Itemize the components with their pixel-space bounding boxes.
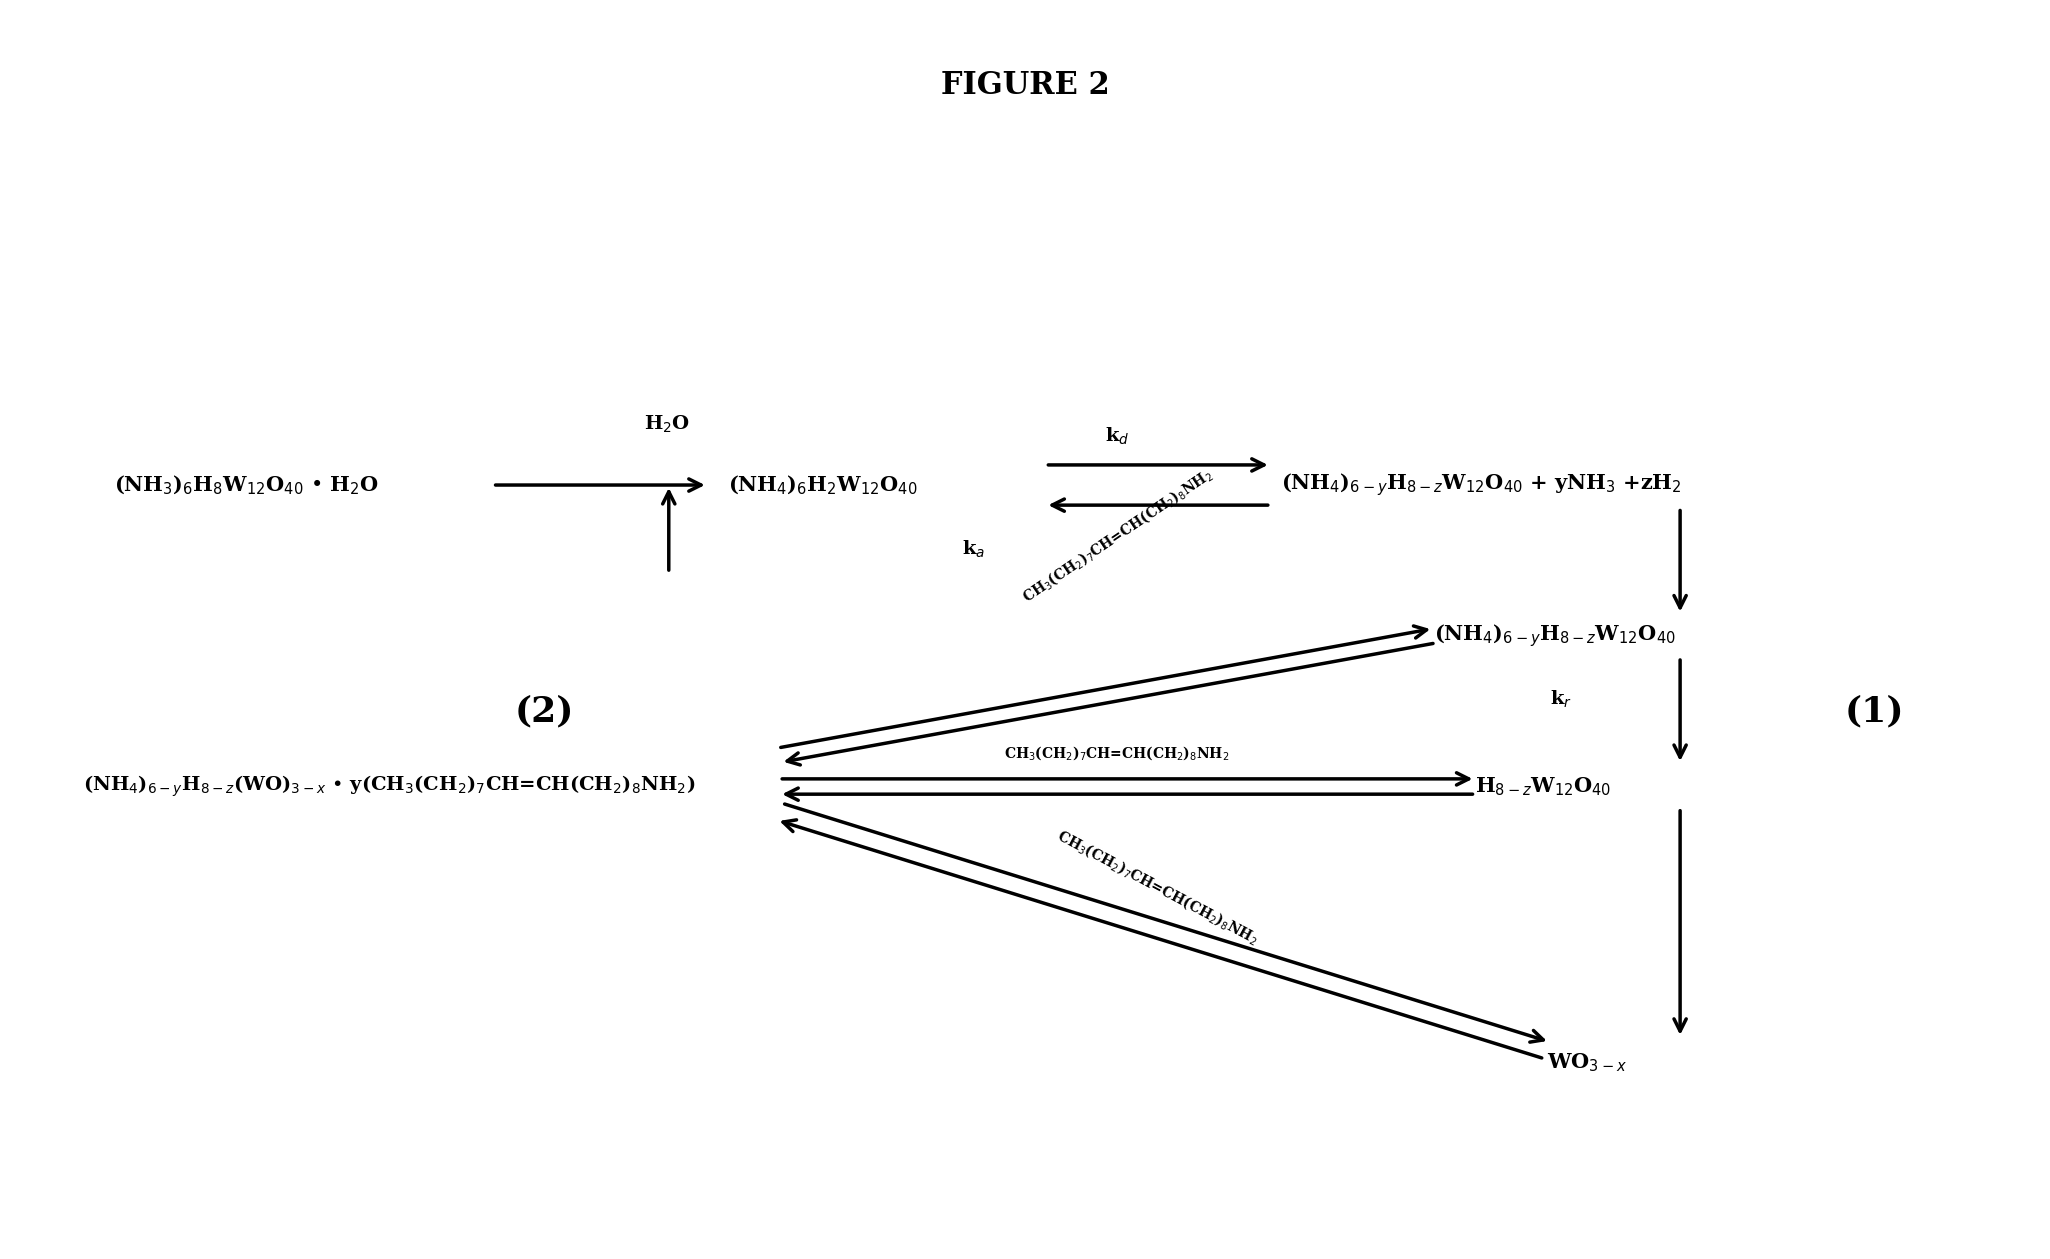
Text: k$_a$: k$_a$: [961, 539, 986, 560]
Text: (2): (2): [515, 694, 574, 728]
Text: FIGURE 2: FIGURE 2: [941, 71, 1109, 102]
Text: k$_d$: k$_d$: [1105, 426, 1130, 447]
Text: (NH$_4$)$_{6-y}$H$_{8-z}$(WO)$_{3-x}$ • y(CH$_3$(CH$_2$)$_7$CH=CH(CH$_2$)$_8$NH$: (NH$_4$)$_{6-y}$H$_{8-z}$(WO)$_{3-x}$ • …: [84, 774, 695, 799]
Text: CH$_3$(CH$_2$)$_7$CH=CH(CH$_2$)$_8$NH$_2$: CH$_3$(CH$_2$)$_7$CH=CH(CH$_2$)$_8$NH$_2…: [1019, 465, 1216, 606]
Text: k$_r$: k$_r$: [1550, 689, 1572, 710]
Text: CH$_3$(CH$_2$)$_7$CH=CH(CH$_2$)$_8$NH$_2$: CH$_3$(CH$_2$)$_7$CH=CH(CH$_2$)$_8$NH$_2…: [1054, 826, 1261, 948]
Text: (NH$_3$)$_6$H$_8$W$_{12}$O$_{40}$ • H$_2$O: (NH$_3$)$_6$H$_8$W$_{12}$O$_{40}$ • H$_2…: [115, 473, 379, 496]
Text: CH$_3$(CH$_2$)$_7$CH=CH(CH$_2$)$_8$NH$_2$: CH$_3$(CH$_2$)$_7$CH=CH(CH$_2$)$_8$NH$_2…: [1004, 744, 1230, 762]
Text: (NH$_4$)$_{6-y}$H$_{8-z}$W$_{12}$O$_{40}$ + yNH$_3$ +zH$_2$: (NH$_4$)$_{6-y}$H$_{8-z}$W$_{12}$O$_{40}…: [1281, 472, 1681, 499]
Text: (NH$_4$)$_{6-y}$H$_{8-z}$W$_{12}$O$_{40}$: (NH$_4$)$_{6-y}$H$_{8-z}$W$_{12}$O$_{40}…: [1435, 622, 1677, 650]
Text: (1): (1): [1845, 694, 1904, 728]
Text: H$_{8-z}$W$_{12}$O$_{40}$: H$_{8-z}$W$_{12}$O$_{40}$: [1476, 776, 1611, 798]
Text: WO$_{3-x}$: WO$_{3-x}$: [1548, 1051, 1628, 1074]
Text: H$_2$O: H$_2$O: [644, 413, 689, 434]
Text: (NH$_4$)$_6$H$_2$W$_{12}$O$_{40}$: (NH$_4$)$_6$H$_2$W$_{12}$O$_{40}$: [728, 473, 918, 496]
